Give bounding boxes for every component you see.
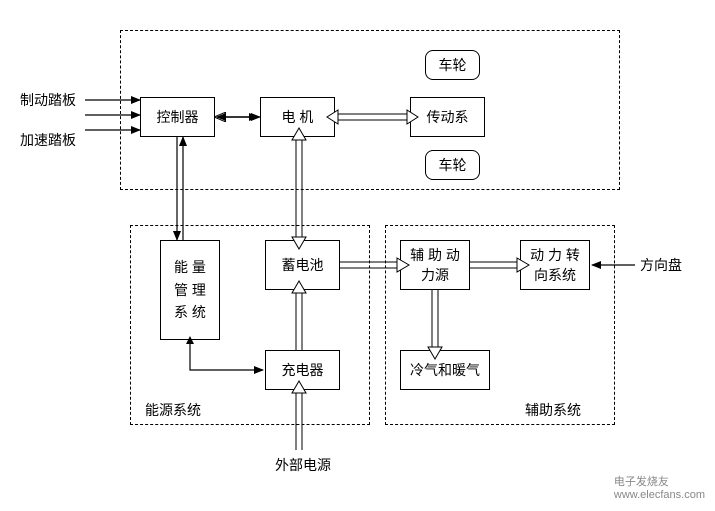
- node-motor: 电 机: [260, 97, 335, 137]
- group-aux-label: 辅助系统: [525, 400, 581, 420]
- node-controller: 控制器: [140, 97, 215, 137]
- node-hvac: 冷气和暖气: [400, 350, 490, 390]
- label-accel-pedal: 加速踏板: [20, 130, 76, 150]
- group-energy-label: 能源系统: [145, 400, 201, 420]
- label-steering: 方向盘: [640, 255, 682, 275]
- node-ems: 能 量 管 理 系 统: [160, 240, 220, 340]
- node-drivetrain: 传动系: [410, 97, 485, 137]
- label-ext-power: 外部电源: [275, 455, 331, 475]
- watermark: 电子发烧友 www.elecfans.com: [614, 473, 705, 501]
- node-wheel-top: 车轮: [425, 50, 480, 80]
- watermark-url: www.elecfans.com: [614, 489, 705, 501]
- node-charger: 充电器: [265, 350, 340, 390]
- node-aux-power: 辅 助 动 力源: [400, 240, 470, 290]
- node-wheel-bottom: 车轮: [425, 150, 480, 180]
- watermark-text: 电子发烧友: [614, 476, 669, 488]
- label-brake-pedal: 制动踏板: [20, 90, 76, 110]
- node-battery: 蓄电池: [265, 240, 340, 290]
- node-steer-sys: 动 力 转 向系统: [520, 240, 590, 290]
